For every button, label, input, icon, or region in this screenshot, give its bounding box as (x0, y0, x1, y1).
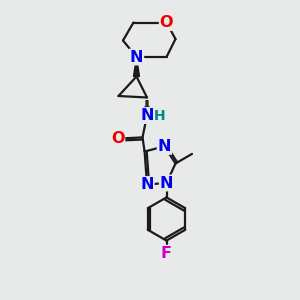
Text: F: F (161, 246, 172, 261)
Text: O: O (111, 131, 124, 146)
Text: N: N (140, 177, 154, 192)
Polygon shape (134, 57, 140, 76)
Text: H: H (154, 109, 165, 122)
Text: O: O (160, 15, 173, 30)
Text: N: N (158, 139, 171, 154)
Text: N: N (140, 108, 154, 123)
Text: N: N (160, 176, 173, 190)
Text: N: N (130, 50, 143, 64)
